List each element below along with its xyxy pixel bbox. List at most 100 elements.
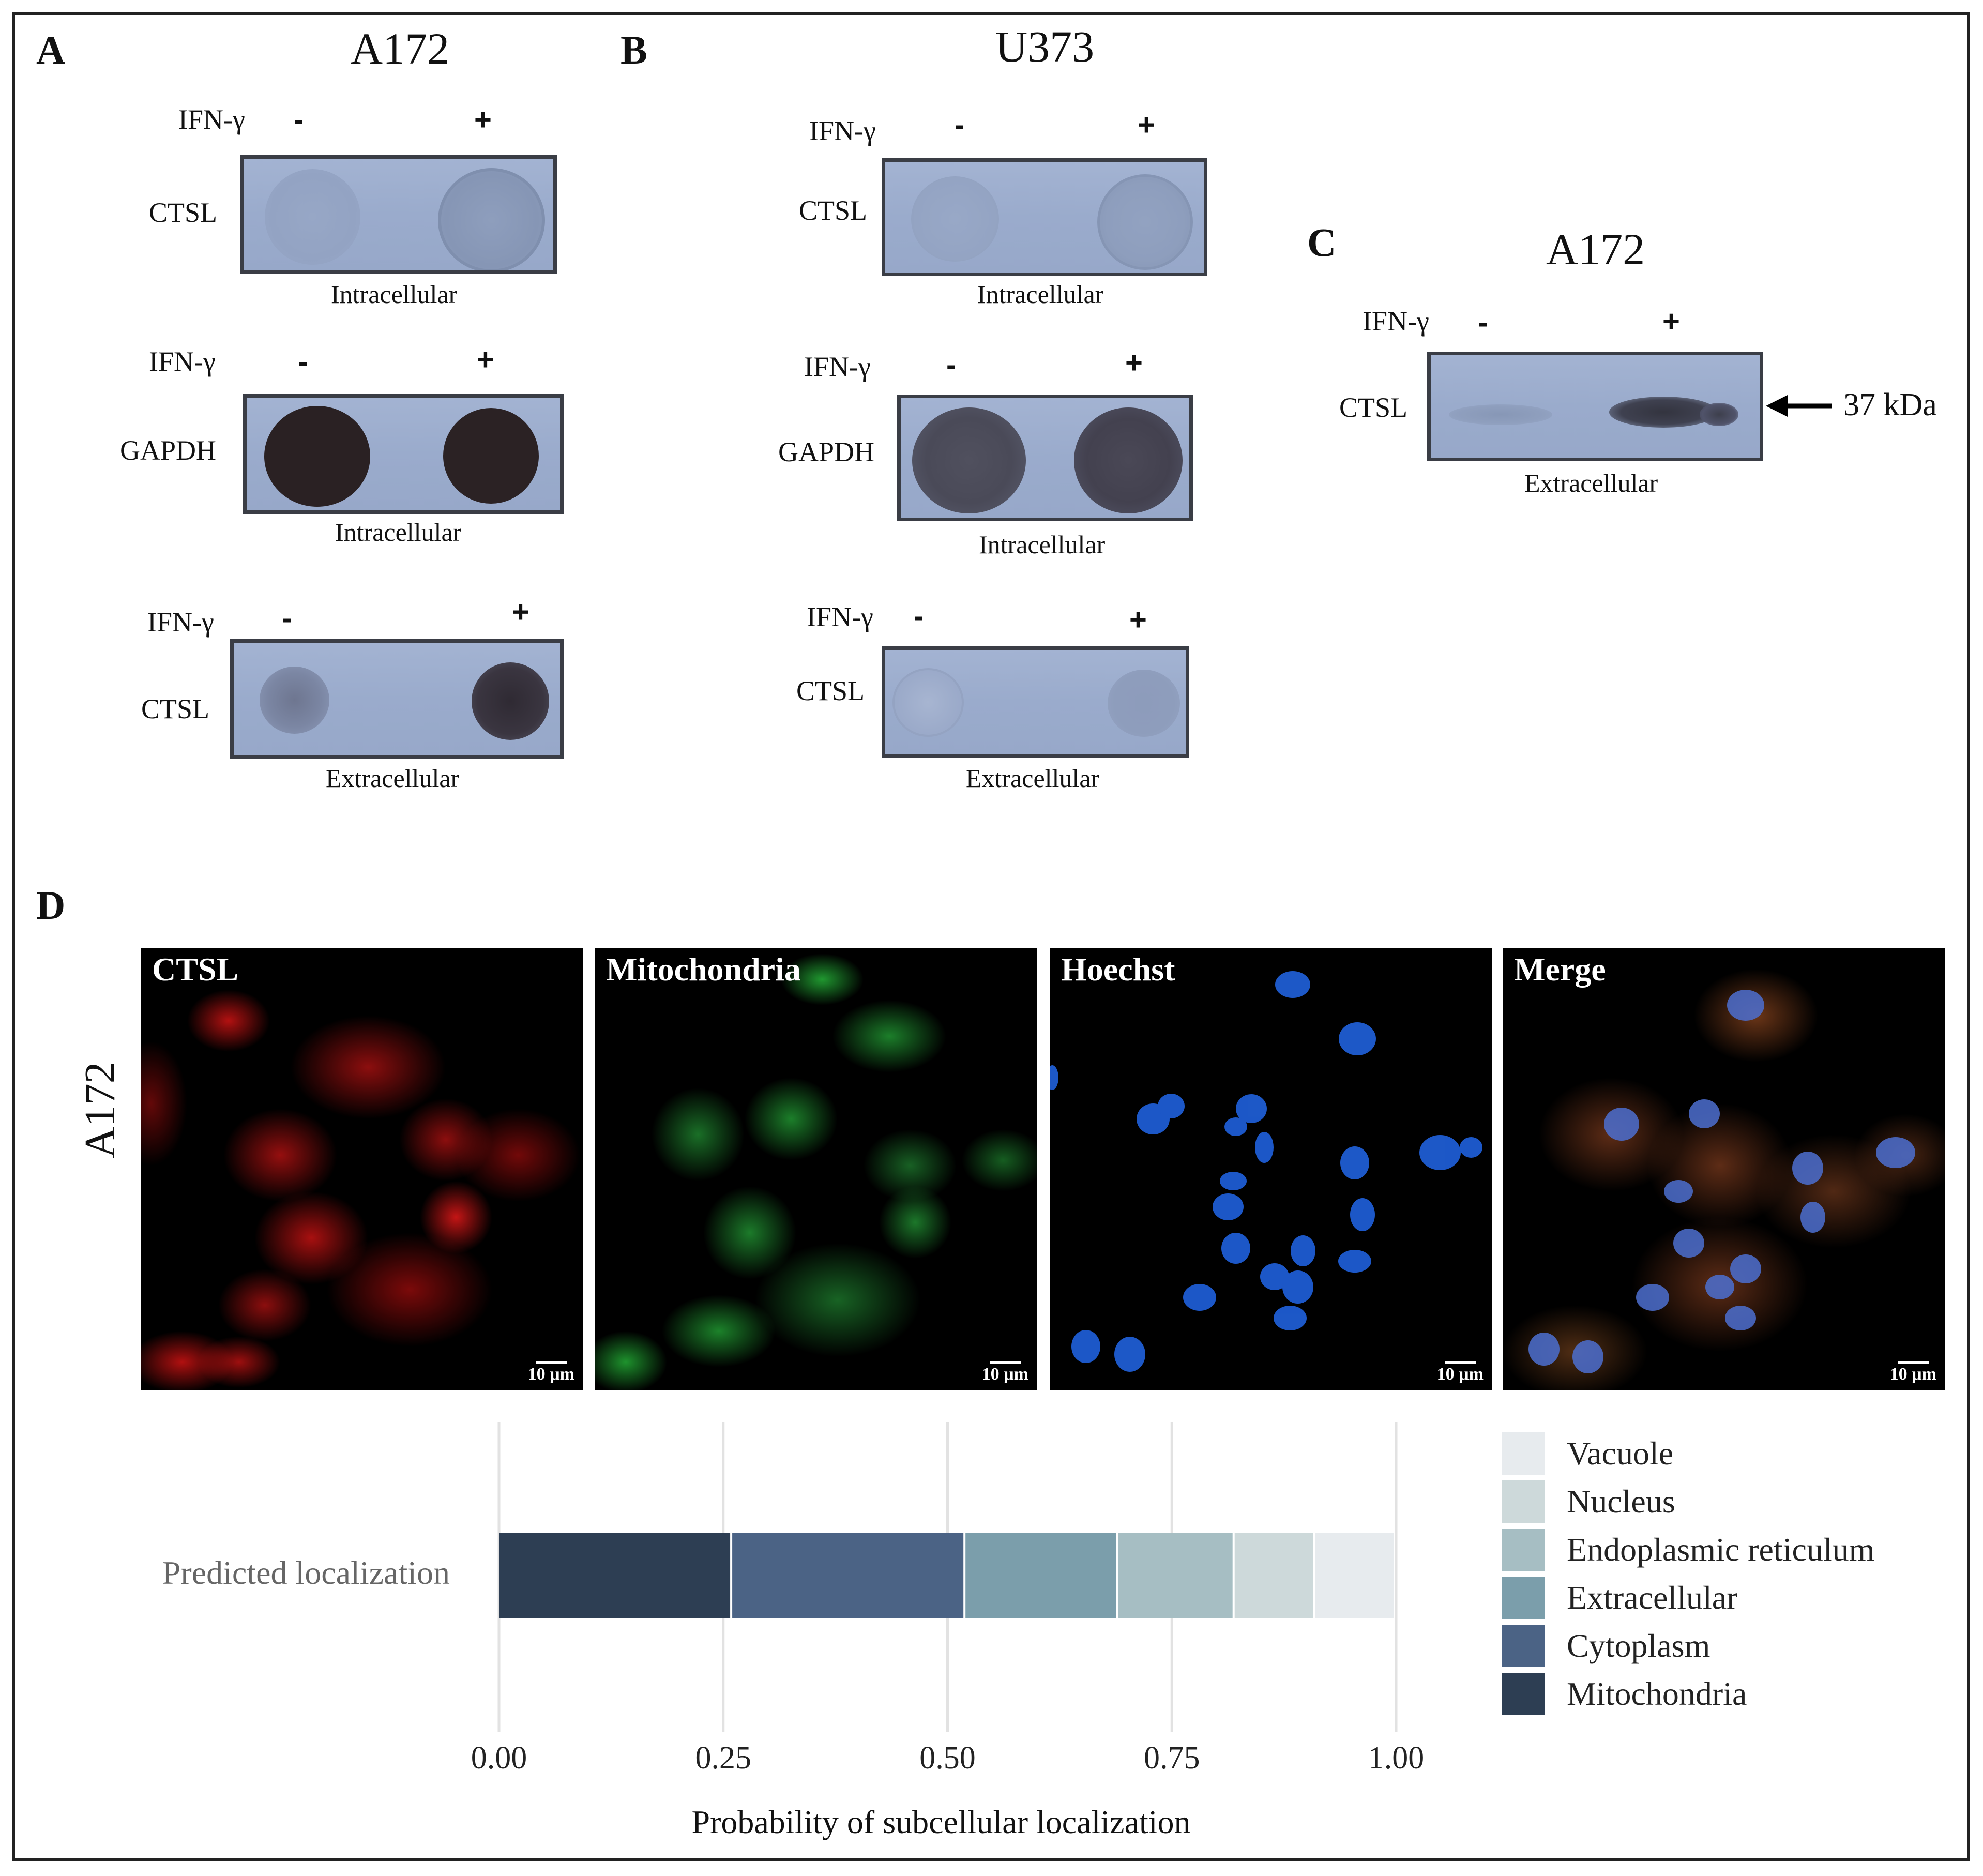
minus-sign: - [914,599,924,633]
fraction-label: Intracellular [335,518,462,547]
blot-dot [438,168,545,270]
blot-dot [892,668,964,737]
bar-segment-endoplasmic-reticulum [1118,1533,1233,1618]
legend-swatch [1502,1480,1545,1523]
protein-label: GAPDH [778,436,875,467]
scale-bar-label: 10 µm [981,1365,1028,1384]
scale-bar-label: 10 µm [1436,1365,1484,1384]
panel-letter-b: B [620,27,648,72]
dot-blot-b-ctsl-extracellular [882,646,1189,758]
minus-sign: - [1478,306,1488,339]
panel-a-title: A172 [351,24,450,73]
legend-label: Vacuole [1567,1435,1673,1472]
micrograph-title: CTSL [152,951,239,988]
micrograph-title: Hoechst [1061,951,1175,988]
x-tick-label: 0.00 [471,1741,527,1776]
scale-bar-label: 10 µm [527,1365,574,1384]
minus-sign: - [955,108,965,142]
treatment-label: IFN-γ [809,115,876,146]
fraction-label: Intracellular [979,530,1106,559]
protein-label: CTSL [1339,392,1408,423]
micrograph-texture [1503,948,1945,1390]
x-tick-label: 1.00 [1368,1741,1425,1776]
legend-swatch [1502,1432,1545,1475]
legend-swatch [1502,1625,1545,1667]
bar-segment-vacuole [1315,1533,1394,1618]
scale-bar: 10 µm [1437,1361,1484,1384]
protein-label: CTSL [799,195,868,226]
dot-blot-a-ctsl-intracellular [240,155,557,274]
plus-sign: + [512,595,529,629]
blot-dot [260,667,329,734]
micrograph-mitochondria: Mitochondria 10 µm [595,948,1037,1390]
legend-label: Endoplasmic reticulum [1567,1531,1874,1568]
bar-segment-nucleus [1234,1533,1313,1618]
blot-dot [1074,407,1183,513]
micrograph-ctsl: CTSL 10 µm [141,948,583,1390]
micrograph-title: Merge [1514,951,1606,988]
blot-dot [911,176,999,262]
x-tick-label: 0.25 [695,1741,752,1776]
treatment-label: IFN-γ [149,346,216,377]
x-tick-label: 0.75 [1144,1741,1200,1776]
treatment-label: IFN-γ [178,104,245,135]
minus-sign: - [282,601,292,635]
dot-blot-b-ctsl-intracellular [882,158,1207,276]
scale-bar: 10 µm [1890,1361,1936,1384]
row-label: A172 [76,1062,124,1158]
protein-label: CTSL [796,675,865,706]
chart-tick-labels: 0.00 0.25 0.50 0.75 1.00 [471,1741,1425,1776]
treatment-label: IFN-γ [147,607,214,638]
scale-bar: 10 µm [982,1361,1028,1384]
legend-label: Extracellular [1567,1579,1737,1616]
legend-swatch [1502,1673,1545,1715]
blot-dot [1097,174,1193,270]
legend-swatch [1502,1529,1545,1571]
plus-sign: + [474,103,492,137]
legend-label: Cytoplasm [1567,1627,1710,1664]
blot-dot [443,408,539,504]
category-label: Predicted localization [162,1554,450,1591]
panel-letter-a: A [36,27,66,72]
x-tick-label: 0.50 [919,1741,976,1776]
legend-label: Mitochondria [1567,1675,1747,1712]
chart-legend: Vacuole Nucleus Endoplasmic reticulum Extra… [1502,1432,1874,1715]
chart-bars [499,1533,1394,1618]
figure-frame [12,12,1970,1861]
plus-sign: + [477,343,494,376]
micrograph-title: Mitochondria [606,951,801,988]
bar-segment-mitochondria [499,1533,731,1618]
blot-band [1449,404,1552,425]
nuclei-layer [1528,990,1915,1373]
panel-c-title: A172 [1546,224,1645,274]
dot-blot-a-gapdh-intracellular [243,394,564,514]
panel-letter-d: D [36,883,66,928]
micrograph-merge: Merge 10 µm [1503,948,1945,1390]
plus-sign: + [1129,603,1147,637]
blot-dot [264,406,370,507]
x-axis-label: Probability of subcellular localization [691,1804,1190,1840]
molecular-weight-marker: 37 kDa [1843,387,1937,422]
dot-blot-a-ctsl-extracellular [230,639,564,759]
arrow-left-icon [1766,395,1832,417]
bar-segment-cytoplasm [732,1533,964,1618]
protein-label: GAPDH [120,435,217,466]
micrograph-hoechst: Hoechst 10 µm [1050,948,1492,1390]
micrograph-texture [595,948,1037,1390]
treatment-label: IFN-γ [807,601,873,632]
blot-band [1700,403,1738,426]
bar-segment-extracellular [965,1533,1116,1618]
blot-dot [472,662,549,740]
dot-blot-b-gapdh-intracellular [897,395,1193,521]
scale-bar: 10 µm [528,1361,574,1384]
legend-label: Nucleus [1567,1483,1675,1520]
fraction-label: Intracellular [977,280,1104,309]
blot-dot [265,169,360,265]
localization-chart: 0.00 0.25 0.50 0.75 1.00 Predicted localizat… [162,1422,1874,1840]
protein-label: CTSL [149,197,218,228]
minus-sign: - [294,103,304,137]
nuclei-layer [1050,971,1482,1372]
panel-b-title: U373 [995,22,1095,71]
blot-dot [1108,670,1180,737]
micrograph-texture [141,948,583,1390]
